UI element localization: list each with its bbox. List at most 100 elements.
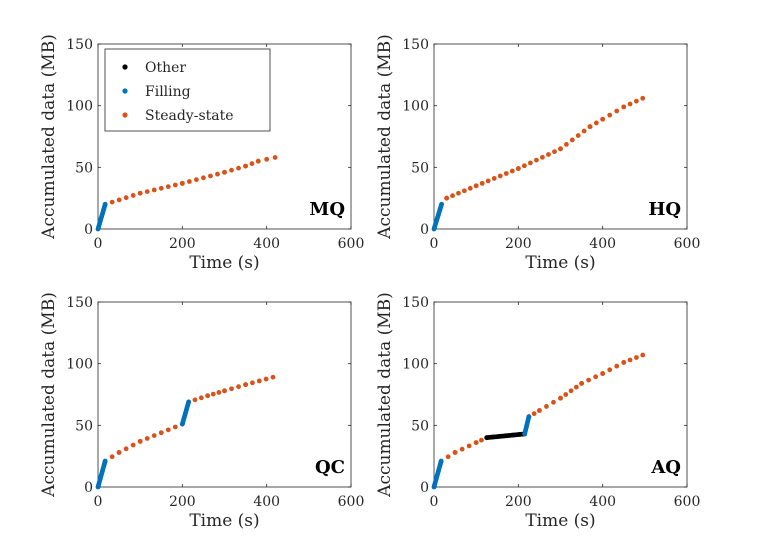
- data-point: [186, 179, 192, 184]
- data-point: [459, 446, 465, 452]
- y-tick-label: 0: [84, 480, 93, 496]
- series-other: [484, 431, 528, 441]
- data-point: [216, 390, 222, 395]
- data-point: [537, 408, 542, 413]
- data-point: [461, 188, 467, 194]
- panel-qc: 0 200 400 600 0 50 100 150 Time (s) Accumulated d…: [39, 292, 364, 531]
- legend-entry-label: Other: [145, 60, 186, 76]
- data-point: [158, 430, 164, 436]
- data-point: [473, 440, 479, 445]
- data-point: [515, 166, 521, 171]
- data-point: [621, 360, 627, 365]
- data-point: [497, 173, 503, 179]
- data-point: [586, 377, 592, 383]
- series-steady-state: [102, 155, 278, 207]
- legend-marker: [122, 64, 128, 70]
- data-point: [587, 124, 593, 130]
- y-tick-label: 100: [402, 357, 429, 373]
- data-point: [123, 446, 129, 452]
- data-point: [229, 167, 234, 173]
- data-point: [102, 458, 108, 464]
- x-tick-label: 0: [430, 236, 439, 252]
- y-axis-label: Accumulated data (MB): [375, 34, 395, 240]
- x-axis-label: Time (s): [189, 511, 259, 531]
- data-point: [165, 427, 171, 433]
- x-axis-label: Time (s): [189, 253, 259, 273]
- y-axis-label: Accumulated data (MB): [39, 292, 59, 498]
- data-point: [558, 146, 563, 152]
- data-point: [551, 399, 556, 405]
- panel-label: MQ: [309, 199, 345, 220]
- x-tick-label: 400: [589, 494, 616, 510]
- data-point: [634, 98, 639, 104]
- y-tick-label: 150: [402, 37, 429, 53]
- data-point: [123, 195, 129, 201]
- data-point: [144, 189, 150, 194]
- data-point: [573, 384, 579, 390]
- y-tick-label: 150: [402, 295, 429, 311]
- data-point: [179, 180, 185, 186]
- data-point: [172, 424, 178, 430]
- panel-label: HQ: [648, 199, 681, 220]
- data-point: [479, 437, 484, 443]
- data-point: [600, 371, 606, 376]
- x-axis-label: Time (s): [525, 253, 595, 273]
- data-point: [270, 374, 276, 380]
- data-point: [249, 161, 255, 167]
- x-tick-label: 600: [338, 236, 365, 252]
- data-point: [264, 156, 270, 162]
- data-point: [569, 137, 575, 143]
- data-point: [467, 185, 473, 191]
- data-point: [250, 380, 255, 386]
- data-point: [614, 108, 620, 114]
- y-tick-label: 50: [411, 160, 429, 176]
- y-tick-label: 50: [75, 418, 93, 434]
- data-point: [546, 152, 551, 157]
- data-point: [558, 395, 563, 401]
- data-point: [193, 177, 199, 183]
- data-point: [534, 157, 539, 163]
- data-point: [466, 443, 472, 449]
- series-filling: [95, 201, 108, 232]
- panel-label: AQ: [650, 457, 681, 478]
- data-point: [575, 133, 581, 138]
- data-point: [201, 175, 206, 181]
- data-point: [205, 393, 211, 399]
- y-tick-label: 100: [402, 99, 429, 115]
- data-point: [531, 411, 537, 417]
- axes-box: [433, 43, 688, 230]
- data-point: [552, 149, 557, 155]
- series-filling: [431, 201, 444, 232]
- x-tick-label: 200: [505, 236, 532, 252]
- data-point: [109, 199, 115, 205]
- x-tick-label: 0: [94, 236, 103, 252]
- data-point: [503, 171, 509, 176]
- legend-entry-label: Steady-state: [145, 108, 234, 124]
- x-tick-label: 400: [253, 494, 280, 510]
- y-tick-label: 150: [66, 37, 93, 53]
- data-point: [593, 374, 599, 380]
- data-point: [509, 168, 515, 174]
- x-tick-label: 400: [589, 236, 616, 252]
- y-tick-label: 0: [84, 222, 93, 238]
- data-point: [634, 355, 639, 360]
- legend-box: [104, 48, 271, 132]
- data-point: [491, 176, 497, 181]
- data-point: [236, 165, 241, 171]
- legend-marker: [122, 88, 128, 94]
- data-point: [439, 201, 444, 207]
- data-point: [186, 399, 192, 405]
- data-point: [210, 391, 216, 397]
- data-point: [627, 357, 633, 363]
- x-tick-label: 0: [94, 494, 103, 510]
- panel-hq: 0 200 400 600 0 50 100 150 Time (s) Accumulated d…: [375, 34, 700, 273]
- data-point: [479, 180, 485, 186]
- x-tick-label: 200: [169, 494, 196, 510]
- data-point: [450, 193, 455, 199]
- data-point: [563, 392, 569, 397]
- x-tick-label: 600: [674, 494, 701, 510]
- x-tick-label: 600: [338, 494, 365, 510]
- data-point: [208, 173, 213, 179]
- x-axis-label: Time (s): [525, 511, 595, 531]
